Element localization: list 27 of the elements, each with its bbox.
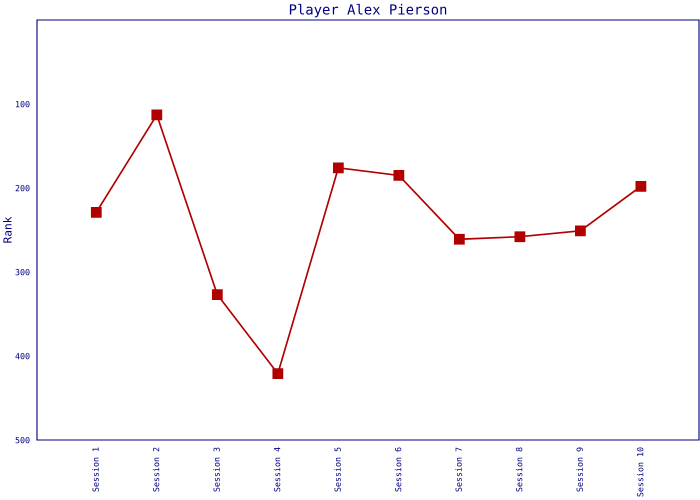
chart-title: Player Alex Pierson xyxy=(290,4,446,18)
point xyxy=(272,368,284,380)
y-tick-label: 400 xyxy=(15,353,30,360)
y-tick-label: 500 xyxy=(16,437,30,444)
x-tick-label: Session 1 xyxy=(92,448,99,492)
point xyxy=(454,234,465,245)
x-tick-label: Session 6 xyxy=(394,447,402,492)
point xyxy=(393,170,404,181)
x-tick-label: Session 7 xyxy=(455,448,462,492)
point xyxy=(212,289,223,300)
y-tick-label: 100 xyxy=(16,101,30,108)
x-tick-label: Session 4 xyxy=(274,447,280,492)
y-axis-title: Rank xyxy=(3,216,12,243)
point xyxy=(90,206,102,218)
point xyxy=(575,225,586,236)
point xyxy=(514,231,526,242)
y-tick-label: 200 xyxy=(16,185,30,192)
x-tick-label: Session 3 xyxy=(213,448,220,492)
x-tick-label: Session 9 xyxy=(576,448,583,492)
x-tick-label: Session 5 xyxy=(334,448,341,492)
point xyxy=(151,110,162,120)
y-tick-label: 300 xyxy=(16,269,30,276)
point xyxy=(636,180,646,192)
x-tick-label: Session 2 xyxy=(152,448,160,492)
x-tick-label: Session 8 xyxy=(516,447,522,492)
point xyxy=(332,162,344,174)
x-tick-label: Session 10 xyxy=(636,447,644,497)
